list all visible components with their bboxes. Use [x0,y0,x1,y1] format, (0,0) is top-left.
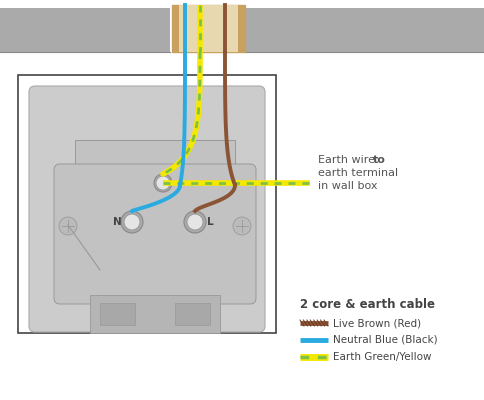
Circle shape [183,211,206,233]
Text: Neutral Blue (Black): Neutral Blue (Black) [333,335,437,345]
Text: N: N [112,217,121,227]
Circle shape [154,174,172,192]
Text: Live Brown (Red): Live Brown (Red) [333,318,420,328]
FancyBboxPatch shape [54,164,256,304]
Text: Earth Green/Yellow: Earth Green/Yellow [333,352,431,362]
Circle shape [124,214,140,230]
Text: earth terminal: earth terminal [318,168,397,178]
Circle shape [59,217,77,235]
Bar [18,75,275,333]
Text: 2 core & earth cable: 2 core & earth cable [300,298,434,311]
Polygon shape [244,8,484,52]
Text: L: L [206,217,213,227]
Polygon shape [75,140,235,175]
Bar [90,295,220,333]
Text: Earth wire: Earth wire [318,155,378,165]
Text: in wall box: in wall box [318,181,377,191]
Polygon shape [179,5,238,52]
Circle shape [187,214,203,230]
Polygon shape [0,8,170,52]
Polygon shape [172,5,244,52]
Bar [100,303,135,325]
FancyBboxPatch shape [29,86,264,332]
Circle shape [232,217,251,235]
Text: to: to [372,155,385,165]
Bar [175,303,210,325]
Circle shape [121,211,143,233]
Circle shape [156,176,170,190]
